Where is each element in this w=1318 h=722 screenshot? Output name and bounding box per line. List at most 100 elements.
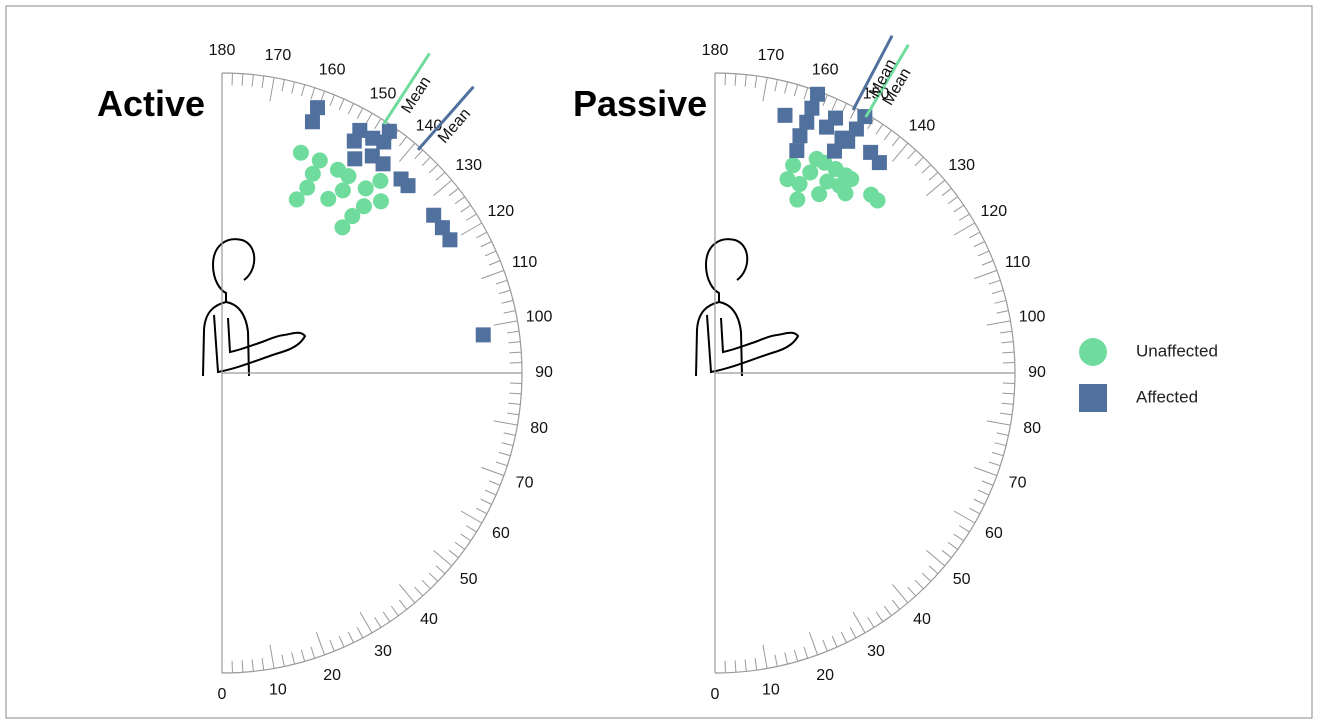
minor-tick xyxy=(507,331,519,333)
legend-label: Unaffected xyxy=(1136,341,1218,360)
major-tick xyxy=(892,143,907,161)
panel-title: Active xyxy=(97,83,205,124)
data-point xyxy=(804,101,819,116)
data-point xyxy=(320,191,336,207)
minor-tick xyxy=(481,241,492,246)
legend-marker xyxy=(1079,384,1107,412)
data-point xyxy=(305,114,320,129)
minor-tick xyxy=(509,393,521,394)
data-point xyxy=(356,198,372,214)
minor-tick xyxy=(1001,342,1013,343)
figure: Active Passive 0102030405060708090100110… xyxy=(0,0,1318,722)
minor-tick xyxy=(242,660,243,672)
minor-tick xyxy=(884,606,891,616)
minor-tick xyxy=(832,99,837,110)
data-point xyxy=(376,156,391,171)
minor-tick xyxy=(1000,331,1012,333)
minor-tick xyxy=(884,130,891,140)
tick-label: 120 xyxy=(488,203,515,220)
major-tick xyxy=(853,612,865,633)
minor-tick xyxy=(489,481,500,485)
minor-tick xyxy=(994,443,1006,446)
minor-tick xyxy=(311,647,315,658)
minor-tick xyxy=(969,232,980,238)
tick-label: 70 xyxy=(516,474,534,491)
minor-tick xyxy=(449,188,458,195)
minor-tick xyxy=(391,606,398,616)
tick-label: 50 xyxy=(953,571,971,588)
minor-tick xyxy=(974,499,985,504)
minor-tick xyxy=(311,88,315,99)
data-point xyxy=(347,134,362,149)
minor-tick xyxy=(948,542,958,549)
major-tick xyxy=(461,223,482,235)
major-tick xyxy=(316,632,324,655)
minor-tick xyxy=(948,197,958,204)
major-tick xyxy=(481,270,504,278)
data-point xyxy=(870,193,886,209)
minor-tick xyxy=(504,311,516,313)
data-point xyxy=(785,157,801,173)
minor-tick xyxy=(509,352,521,353)
major-tick xyxy=(399,143,414,161)
legend-marker xyxy=(1079,338,1107,366)
tick-label: 160 xyxy=(812,62,839,79)
minor-tick xyxy=(954,205,964,212)
minor-tick xyxy=(997,433,1009,435)
tick-label: 40 xyxy=(913,611,931,628)
minor-tick xyxy=(997,311,1009,313)
data-point xyxy=(340,168,356,184)
panel-title: Passive xyxy=(573,83,707,124)
data-point xyxy=(843,171,859,187)
major-tick xyxy=(763,78,767,102)
tick-label: 30 xyxy=(374,643,392,660)
minor-tick xyxy=(252,659,253,671)
tick-label: 170 xyxy=(758,47,785,64)
minor-tick xyxy=(330,95,334,106)
minor-tick xyxy=(466,526,476,532)
minor-tick xyxy=(992,290,1004,293)
tick-label: 40 xyxy=(420,611,438,628)
minor-tick xyxy=(775,655,777,667)
minor-tick xyxy=(461,534,471,541)
minor-tick xyxy=(892,137,899,146)
minor-tick xyxy=(422,157,430,166)
minor-tick xyxy=(499,452,511,455)
minor-tick xyxy=(1002,352,1014,353)
minor-tick xyxy=(481,499,492,504)
minor-tick xyxy=(330,640,334,651)
minor-tick xyxy=(429,573,438,581)
minor-tick xyxy=(375,617,381,627)
data-point xyxy=(305,166,321,182)
data-point xyxy=(442,232,457,247)
minor-tick xyxy=(499,290,511,293)
tick-label: 20 xyxy=(323,667,341,684)
data-point xyxy=(347,151,362,166)
tick-label: 60 xyxy=(985,525,1003,542)
minor-tick xyxy=(804,647,808,658)
minor-tick xyxy=(436,172,445,180)
minor-tick xyxy=(476,232,487,238)
minor-tick xyxy=(292,82,295,94)
minor-tick xyxy=(978,251,989,256)
minor-tick xyxy=(501,443,513,446)
tick-label: 120 xyxy=(981,203,1008,220)
major-tick xyxy=(433,180,451,195)
minor-tick xyxy=(415,150,423,159)
minor-tick xyxy=(292,652,295,664)
tick-label: 20 xyxy=(816,667,834,684)
minor-tick xyxy=(735,660,736,672)
legend-label: Affected xyxy=(1136,387,1198,406)
minor-tick xyxy=(823,640,827,651)
tick-label: 170 xyxy=(265,47,292,64)
minor-tick xyxy=(429,165,438,173)
data-point xyxy=(334,219,350,235)
minor-tick xyxy=(507,413,519,415)
data-point xyxy=(358,180,374,196)
minor-tick xyxy=(501,300,513,303)
tick-label: 80 xyxy=(530,420,548,437)
tick-label: 180 xyxy=(209,42,236,59)
minor-tick xyxy=(262,658,264,670)
data-point xyxy=(811,186,827,202)
minor-tick xyxy=(399,600,406,609)
